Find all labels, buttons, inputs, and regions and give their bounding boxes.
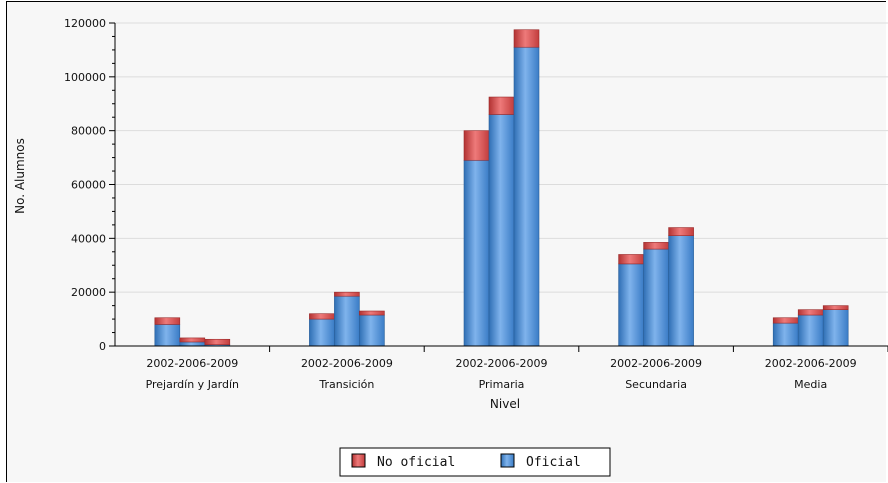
bar-no-oficial-4-1 [797, 309, 824, 316]
bar-oficial-1-2 [359, 314, 385, 347]
x-category-label-2: Primaria [479, 378, 525, 391]
bar-oficial-1-0 [309, 318, 335, 347]
bar-no-oficial-0-2 [204, 338, 231, 345]
y-tick-label-6: 120000 [64, 17, 106, 30]
y-tick-label-3: 60000 [71, 179, 106, 192]
bar-no-oficial-1-1 [334, 291, 360, 297]
bar-oficial-0-1 [179, 341, 206, 347]
x-years-label-3: 2002-2006-2009 [610, 357, 702, 370]
bar-oficial-3-1 [643, 248, 669, 347]
bar-no-oficial-0-1 [179, 337, 206, 343]
bar-no-oficial-2-2 [513, 29, 540, 48]
bar-oficial-4-1 [797, 314, 824, 347]
x-category-label-4: Media [794, 378, 827, 391]
bar-oficial-2-2 [513, 46, 540, 347]
x-category-label-1: Transición [318, 378, 374, 391]
bar-no-oficial-3-0 [618, 254, 644, 265]
bar-oficial-2-1 [488, 114, 515, 347]
x-axis-title: Nivel [490, 397, 520, 411]
legend-label-oficial: Oficial [526, 455, 581, 470]
y-tick-label-4: 80000 [71, 125, 106, 138]
x-years-label-4: 2002-2006-2009 [765, 357, 857, 370]
bar-no-oficial-1-2 [359, 310, 385, 316]
x-years-label-1: 2002-2006-2009 [301, 357, 393, 370]
legend-label-no-oficial: No oficial [377, 455, 455, 470]
y-tick-label-0: 0 [99, 340, 106, 353]
bar-no-oficial-1-0 [309, 313, 335, 320]
y-tick-label-5: 100000 [64, 71, 106, 84]
y-axis-title: No. Alumnos [13, 138, 27, 214]
bar-no-oficial-2-0 [463, 130, 490, 161]
legend-box [339, 447, 611, 477]
bar-oficial-0-0 [154, 324, 181, 347]
bar-oficial-3-2 [668, 235, 694, 347]
legend-swatch-oficial [500, 453, 515, 468]
bar-oficial-4-0 [772, 322, 799, 347]
x-category-label-0: Prejardín y Jardín [146, 378, 239, 391]
bar-no-oficial-2-1 [488, 96, 515, 115]
bar-oficial-3-0 [618, 263, 644, 347]
bar-no-oficial-0-0 [154, 317, 181, 325]
legend-swatch-no-oficial [351, 453, 366, 468]
x-years-label-0: 2002-2006-2009 [146, 357, 238, 370]
bar-no-oficial-4-0 [772, 317, 799, 324]
x-years-label-2: 2002-2006-2009 [456, 357, 548, 370]
axes-layer: 0 20000 40000 60000 80000 100000 120000 2002-20… [64, 17, 888, 391]
bar-oficial-4-2 [822, 309, 849, 347]
y-tick-label-2: 40000 [71, 232, 106, 245]
legend: No oficial Oficial [339, 447, 611, 477]
bar-no-oficial-3-2 [668, 227, 694, 236]
bar-no-oficial-4-2 [822, 305, 849, 310]
bar-oficial-1-1 [334, 295, 360, 347]
bar-no-oficial-3-1 [643, 242, 669, 250]
bar-oficial-2-0 [463, 159, 490, 347]
x-category-label-3: Secundaria [625, 378, 687, 391]
bars-layer [154, 29, 849, 347]
chart-frame [6, 1, 886, 482]
y-tick-label-1: 20000 [71, 286, 106, 299]
